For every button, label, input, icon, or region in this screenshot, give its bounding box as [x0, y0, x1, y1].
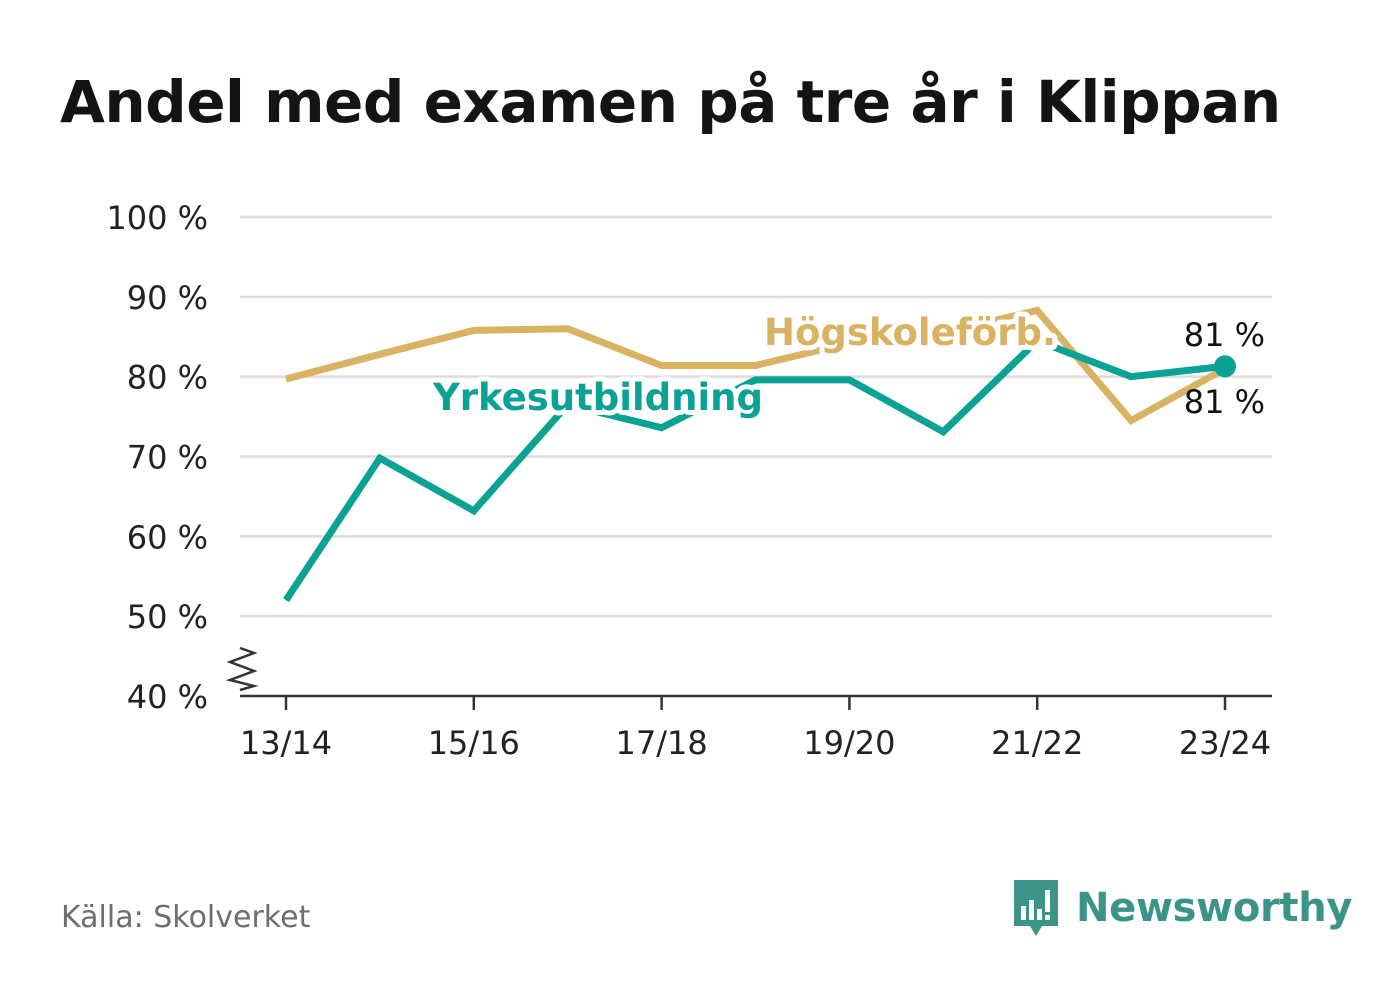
x-tick-label: 17/18 [615, 724, 707, 762]
source-note: Källa: Skolverket [61, 900, 311, 935]
series-label-hogskoleforb-halo: Högskoleförb. [764, 311, 1056, 354]
brand-name: Newsworthy [1076, 885, 1353, 931]
x-tick-label: 13/14 [240, 724, 332, 762]
x-tick-label: 19/20 [803, 724, 895, 762]
brand-logo: Newsworthy [1010, 876, 1353, 940]
end-point-marker [1214, 355, 1236, 378]
end-value-label: 81 % [1184, 316, 1265, 354]
x-tick-label: 21/22 [991, 724, 1083, 762]
x-tick-label: 15/16 [428, 724, 520, 762]
y-tick-label: 60 % [127, 518, 208, 556]
bar-chart-speech-bubble-icon [1014, 880, 1058, 936]
axis-break-icon [225, 646, 259, 692]
chart-title: Andel med examen på tre år i Klippan [60, 68, 1281, 136]
series-label-hogskoleforb: Högskoleförb. [764, 311, 1056, 354]
series-line-yrkesutbildning [283, 336, 1226, 603]
series-line-h-gskolef-rb [285, 306, 1227, 426]
x-tick-label: 23/24 [1179, 724, 1271, 762]
y-tick-label: 50 % [127, 598, 208, 636]
y-tick-label: 100 % [106, 199, 208, 237]
y-tick-label: 90 % [127, 279, 208, 317]
series-label-yrkesutbildning-halo: Yrkesutbildning [432, 376, 763, 419]
y-tick-label: 80 % [127, 359, 208, 397]
y-tick-label: 70 % [127, 439, 208, 477]
end-value-label: 81 % [1184, 383, 1265, 421]
series-label-yrkesutbildning: Yrkesutbildning [432, 376, 763, 419]
y-tick-label: 40 % [127, 678, 208, 716]
